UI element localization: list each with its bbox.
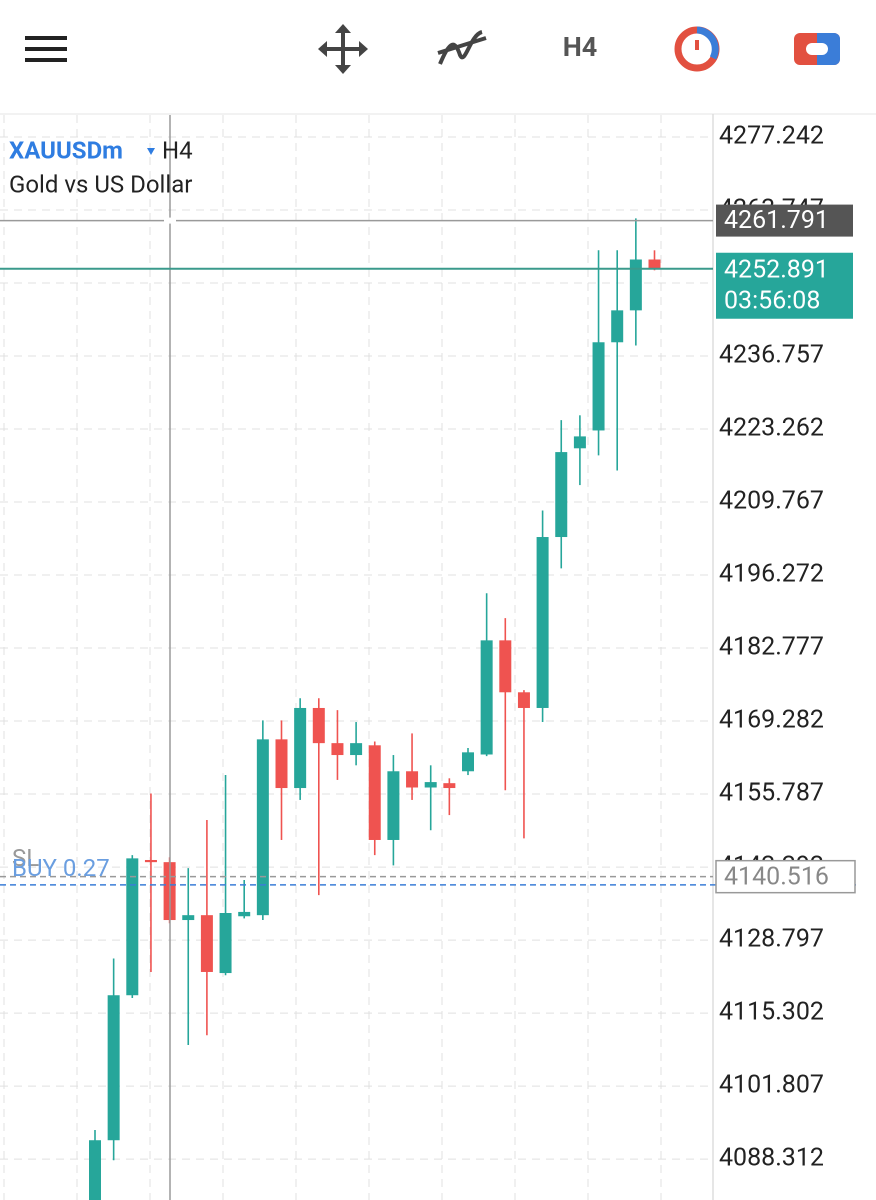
candle-body <box>517 692 530 708</box>
clock-button[interactable] <box>674 26 720 72</box>
y-tick-label: 4155.787 <box>719 779 824 808</box>
y-tick-label: 4088.312 <box>719 1144 824 1173</box>
candle-body <box>182 915 195 921</box>
candle-body <box>629 259 642 311</box>
y-tick-label: 4196.272 <box>719 560 824 589</box>
countdown: 03:56:08 <box>724 286 820 315</box>
position-tag: BUY 0.27 <box>12 854 110 882</box>
y-tick-label: 4115.302 <box>719 998 824 1027</box>
symbol-legend: XAUUSDm H4 Gold vs US Dollar <box>9 136 193 198</box>
candle-body <box>200 915 213 972</box>
symbol[interactable]: XAUUSDm <box>9 136 123 164</box>
crosshair-label: 4261.791 <box>724 206 829 235</box>
candle-body <box>499 640 512 693</box>
candle-body <box>312 707 325 744</box>
y-tick-label: 4101.807 <box>719 1071 824 1100</box>
toolbar: H4 <box>25 24 840 74</box>
candle-body <box>144 859 157 863</box>
stop-loss-label: 4140.516 <box>724 862 829 891</box>
candle-body <box>238 911 251 917</box>
move-tool[interactable] <box>318 24 368 74</box>
grid <box>0 115 713 1200</box>
candle-body <box>275 739 288 789</box>
candle-body <box>555 452 568 538</box>
candle-body <box>406 771 419 788</box>
candle-body <box>443 783 456 789</box>
y-tick-label: 4209.767 <box>719 487 824 516</box>
y-tick-label: 4236.757 <box>719 341 824 370</box>
menu-button[interactable] <box>25 36 67 62</box>
y-tick-label: 4277.242 <box>719 122 824 151</box>
candle-body <box>648 259 661 270</box>
symbol-dropdown[interactable] <box>147 148 155 155</box>
timeframe-button[interactable]: H4 <box>563 31 598 63</box>
bid-label: 4252.891 <box>724 255 829 284</box>
indicators-button[interactable] <box>437 30 487 65</box>
symbol-timeframe: H4 <box>162 136 193 164</box>
candle-body <box>462 752 474 772</box>
candle-body <box>387 771 400 840</box>
candle-body <box>331 743 344 756</box>
candle-body <box>89 1140 101 1200</box>
candle-body <box>368 745 381 840</box>
symbol-description: Gold vs US Dollar <box>9 170 192 198</box>
crosshair-center <box>164 217 176 224</box>
candle-body <box>480 640 493 755</box>
bid-label-box <box>716 252 853 319</box>
trade-button[interactable] <box>794 33 840 65</box>
candle-body <box>536 537 549 708</box>
candle-body <box>350 743 363 756</box>
candle-body <box>573 436 586 449</box>
candle-body <box>219 913 232 974</box>
candles <box>89 218 661 1200</box>
candle-body <box>294 707 307 789</box>
y-tick-label: 4128.797 <box>719 925 824 954</box>
candle-body <box>611 310 624 343</box>
candle-body <box>107 995 120 1141</box>
stop-loss-label-box <box>715 859 856 894</box>
candle-body <box>256 739 269 916</box>
candle-body <box>592 342 605 431</box>
stop-loss-tag: SL <box>12 844 39 872</box>
crosshair-label-box <box>716 204 853 237</box>
candle-body <box>424 782 437 788</box>
y-tick-label: 4223.262 <box>719 414 824 443</box>
y-tick-label: 4169.282 <box>719 706 824 735</box>
y-tick-label: 4182.777 <box>719 633 824 662</box>
candle-body <box>126 858 139 996</box>
